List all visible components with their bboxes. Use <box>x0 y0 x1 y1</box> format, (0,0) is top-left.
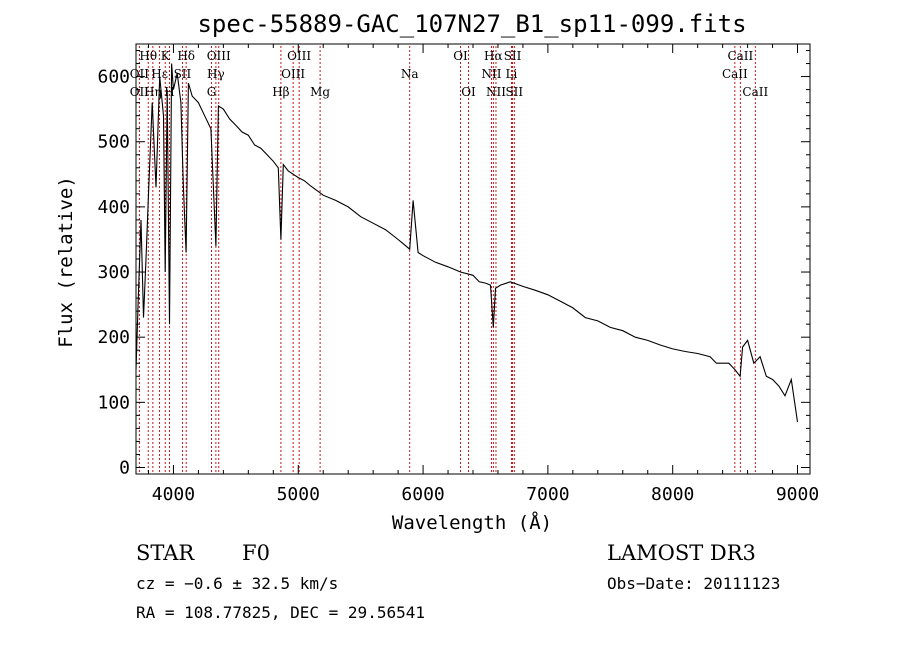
line-marker-label: OII <box>130 67 150 81</box>
line-marker-label: Mg <box>310 85 330 99</box>
line-marker-label: H <box>164 85 174 99</box>
x-axis-label: Wavelength (Å) <box>392 511 552 534</box>
line-marker-label: Hβ <box>272 85 289 99</box>
x-axis-ticks: 4000 5000 6000 7000 8000 9000 <box>147 44 819 505</box>
line-marker-label: OIII <box>281 67 305 81</box>
x-tick-label: 5000 <box>277 484 320 505</box>
line-marker-label: OII <box>130 85 150 99</box>
line-marker-label: SII <box>505 85 523 99</box>
line-marker-label: G <box>207 85 217 99</box>
line-marker-label: NII <box>481 67 501 81</box>
line-marker-label: Hη <box>144 85 162 99</box>
coordinates-text: RA = 108.77825, DEC = 29.56541 <box>136 603 425 622</box>
x-tick-label: 4000 <box>152 484 195 505</box>
line-marker-label: CaII <box>727 49 753 63</box>
obs-date: Obs−Date: 20111123 <box>607 574 780 593</box>
line-marker-label: CaII <box>742 85 768 99</box>
x-tick-label: 9000 <box>776 484 819 505</box>
line-marker-label: OIII <box>287 49 311 63</box>
y-tick-label: 600 <box>97 67 130 88</box>
line-markers <box>138 46 756 474</box>
y-axis-label: Flux (relative) <box>55 176 77 348</box>
x-tick-label: 8000 <box>651 484 694 505</box>
line-marker-label: OI <box>453 49 468 63</box>
object-class: STAR <box>136 541 195 565</box>
line-marker-label: Na <box>401 67 419 81</box>
line-marker-label: Hε <box>151 67 168 81</box>
y-tick-label: 500 <box>97 132 130 153</box>
line-marker-label: Hθ <box>139 49 157 63</box>
line-marker-label: Hγ <box>207 67 225 81</box>
line-marker-label: CaII <box>722 67 748 81</box>
plot-frame <box>135 43 811 475</box>
chart-title: spec-55889-GAC_107N27_B1_sp11-099.fits <box>197 10 746 38</box>
x-tick-label: 7000 <box>526 484 569 505</box>
redshift-text: cz = −0.6 ± 32.5 km/s <box>136 574 338 593</box>
y-tick-label: 400 <box>97 197 130 218</box>
line-marker-label: Hα <box>484 49 503 63</box>
line-marker-label: Li <box>506 67 518 81</box>
spectrum-line <box>135 63 799 422</box>
x-tick-label: 6000 <box>401 484 444 505</box>
y-tick-label: 100 <box>97 392 130 413</box>
line-marker-label: NII <box>486 85 506 99</box>
line-marker-label: OIII <box>207 49 231 63</box>
y-axis-ticks: 0 100 200 300 400 500 600 <box>97 50 810 478</box>
line-marker-label: OI <box>461 85 476 99</box>
y-tick-label: 0 <box>119 457 130 478</box>
survey-name: LAMOST DR3 <box>607 541 756 565</box>
spectral-subclass: F0 <box>242 541 270 565</box>
line-marker-label: K <box>161 49 171 63</box>
line-marker-label: Hδ <box>177 49 195 63</box>
line-marker-label: SII <box>504 49 522 63</box>
y-tick-label: 200 <box>97 327 130 348</box>
y-tick-label: 300 <box>97 262 130 283</box>
